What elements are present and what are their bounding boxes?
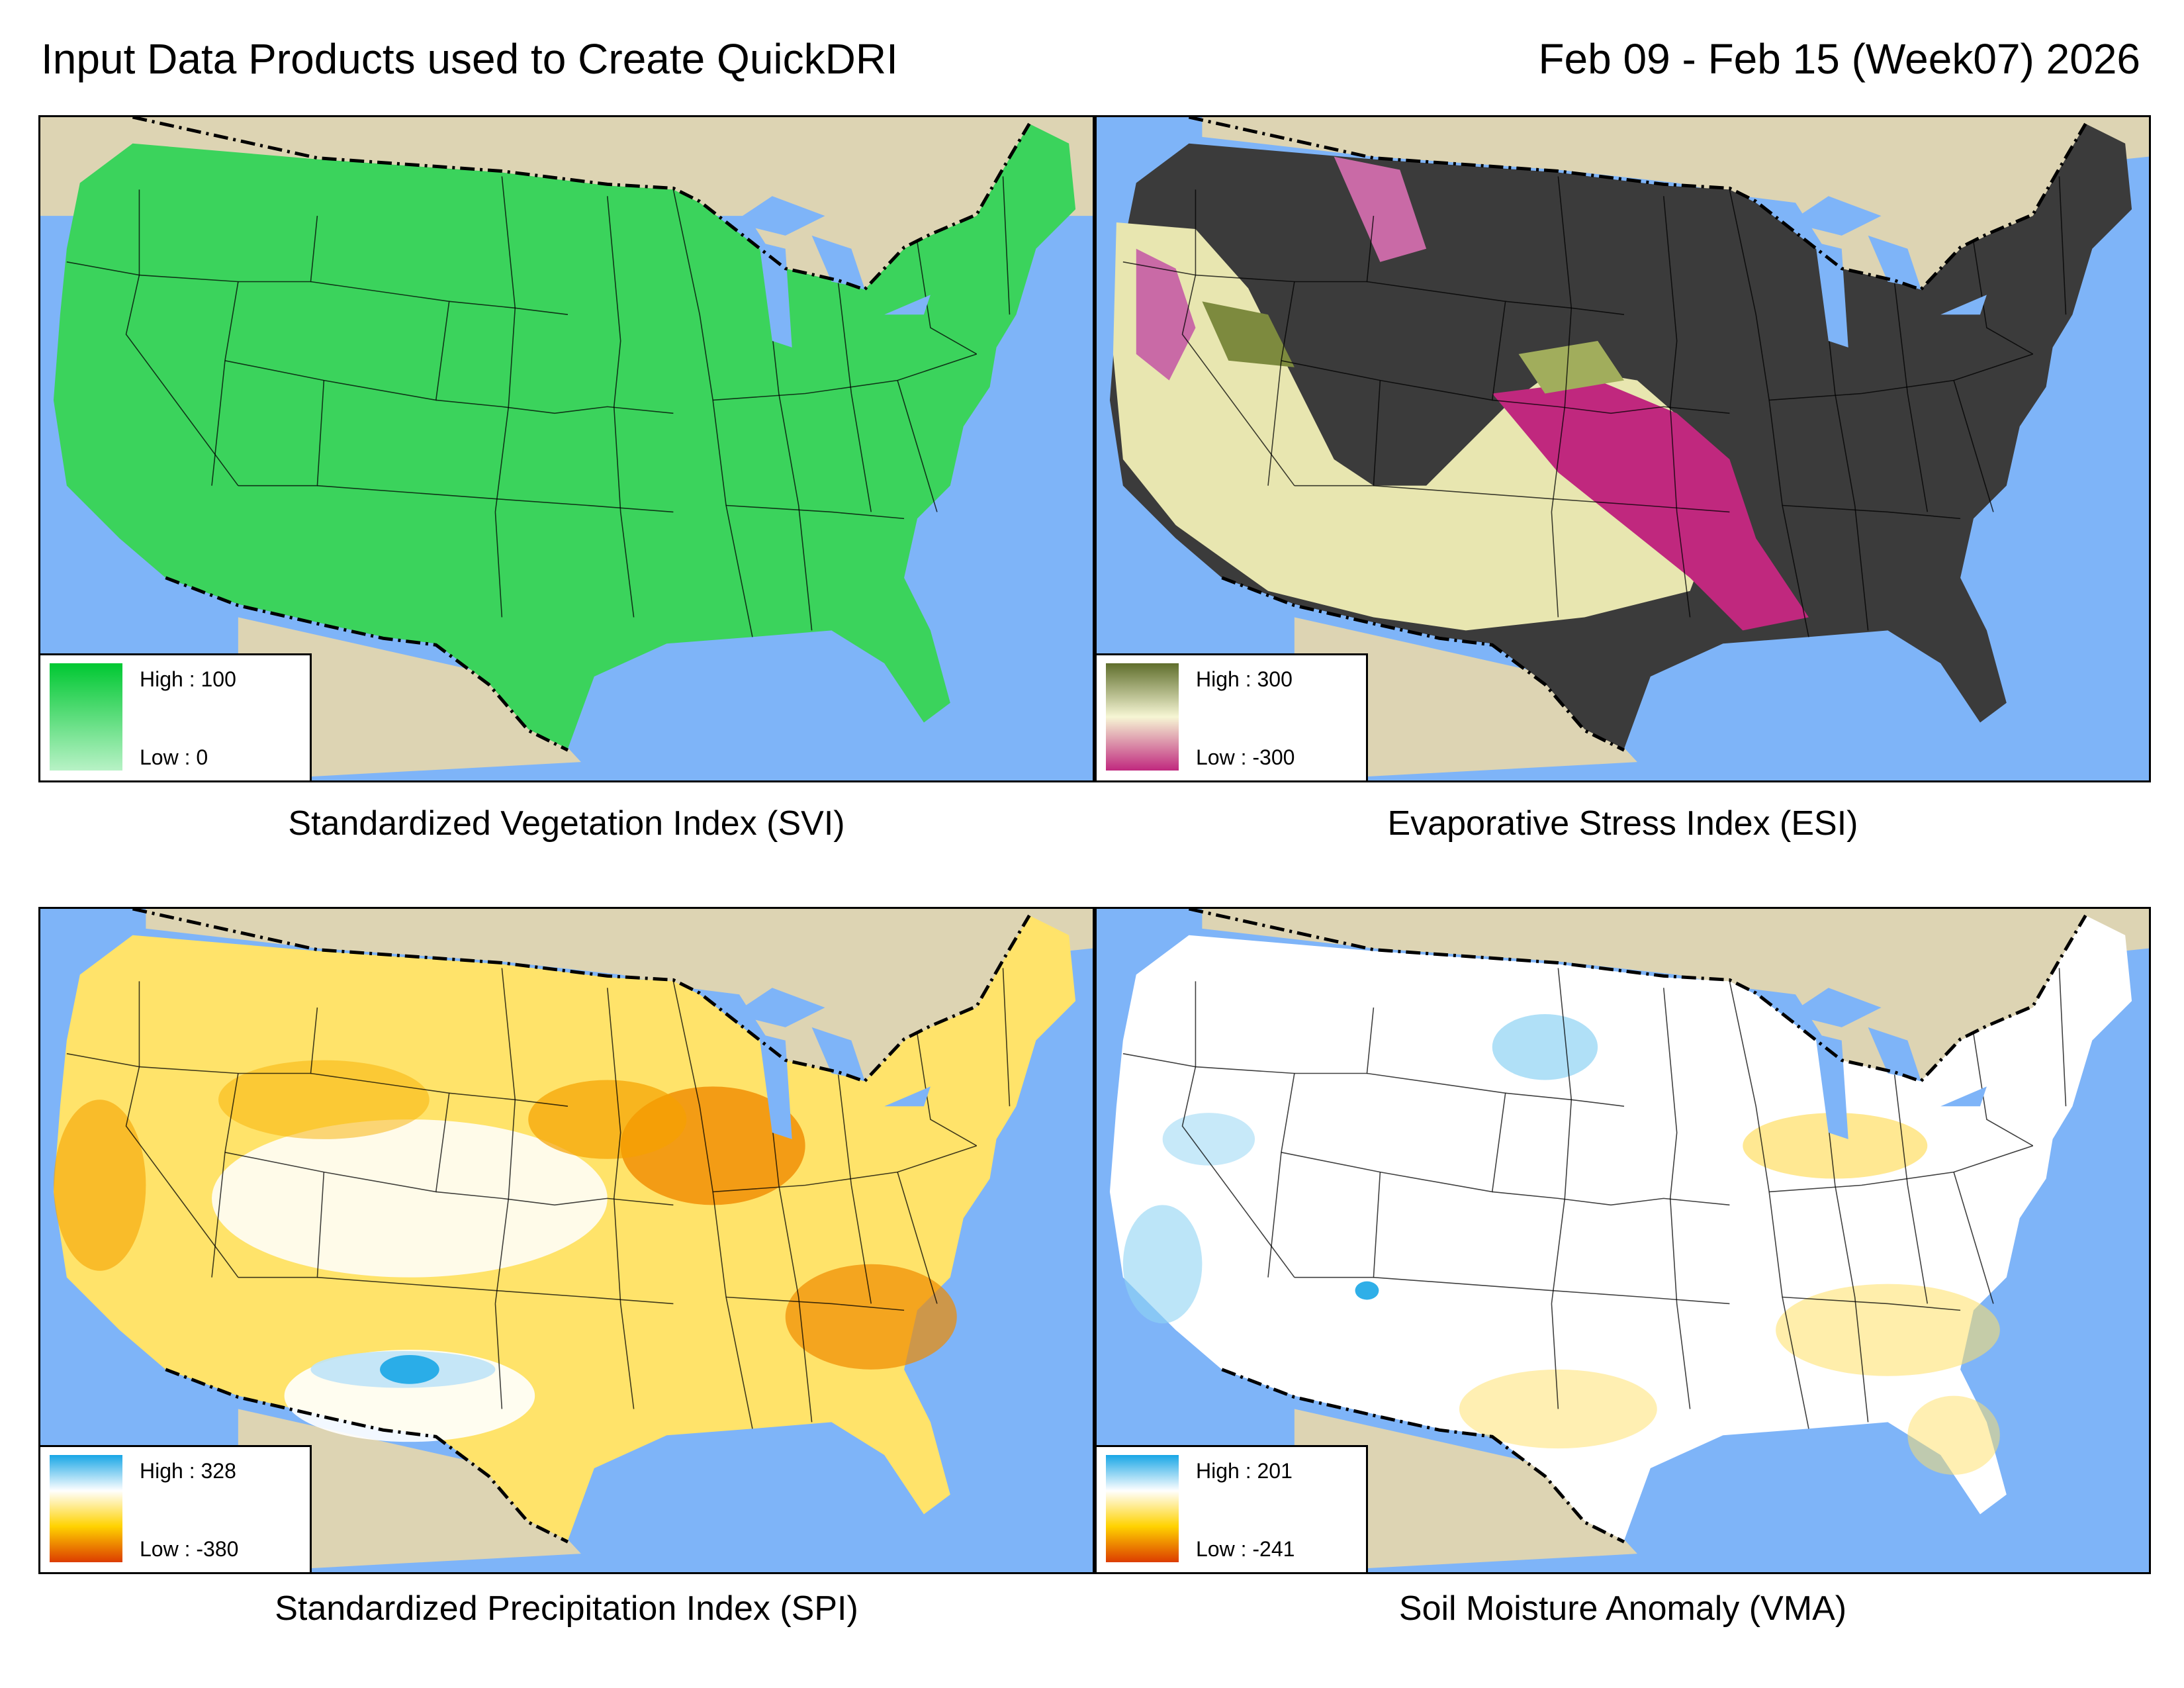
- esi-color-ramp: [1106, 663, 1179, 771]
- intl-border-south: [1221, 576, 1625, 752]
- intl-border-north: [132, 909, 1031, 1084]
- svi-map-panel: High : 100 Low : 0: [38, 115, 1095, 782]
- north-land: [1202, 909, 2149, 1080]
- lake-michigan: [1815, 1033, 1848, 1139]
- vma-caption: Soil Moisture Anomaly (VMA): [1398, 1589, 1847, 1628]
- vma-map: [1109, 909, 2149, 1572]
- esi-legend: High : 300 Low : -300: [1097, 653, 1368, 780]
- svi-legend-low: Low : 0: [140, 745, 208, 769]
- vma-dry-southeast: [1776, 1284, 2000, 1376]
- lake-erie: [884, 295, 931, 315]
- mexico-land: [1294, 1409, 1637, 1572]
- north-land: [1202, 117, 2149, 289]
- intl-border-north: [132, 117, 1031, 292]
- mexico-land: [1294, 617, 1637, 780]
- lake-michigan: [1815, 242, 1848, 348]
- intl-border-south: [1221, 1368, 1625, 1544]
- esi-neutral-region: [1113, 222, 1730, 631]
- svi-caption: Standardized Vegetation Index (SVI): [288, 804, 845, 843]
- esi-dry-west: [1136, 248, 1196, 381]
- us-landmass: [1109, 915, 2132, 1541]
- spi-caption: Standardized Precipitation Index (SPI): [275, 1589, 858, 1628]
- spi-legend-high: High : 328: [140, 1459, 236, 1483]
- esi-dry-north: [1334, 156, 1427, 262]
- north-land: [146, 909, 1093, 1080]
- svi-legend-high: High : 100: [140, 667, 236, 691]
- esi-map: [1109, 117, 2149, 780]
- lake-michigan: [758, 1033, 792, 1139]
- date-range: Feb 09 - Feb 15 (Week07) 2026: [1538, 35, 2140, 83]
- us-landmass: [53, 123, 1076, 749]
- spi-dry-iowa: [528, 1080, 687, 1159]
- lake-superior: [1789, 196, 1882, 236]
- page-title: Input Data Products used to Create Quick…: [41, 35, 898, 83]
- spi-dry-rockies: [218, 1060, 430, 1139]
- spi-map: [53, 909, 1093, 1572]
- lake-huron: [1868, 235, 1921, 289]
- vma-dry-ohio-valley: [1743, 1113, 1928, 1179]
- lake-superior: [733, 196, 825, 236]
- mexico-land: [238, 617, 581, 780]
- vma-wet-california: [1122, 1205, 1203, 1324]
- lake-superior: [733, 988, 825, 1027]
- vma-wet-dakotas: [1492, 1014, 1598, 1080]
- lake-huron: [811, 1027, 865, 1080]
- spi-wet-core: [380, 1354, 439, 1384]
- spi-map-panel: High : 328 Low : -380: [38, 907, 1095, 1574]
- intl-border-south: [165, 576, 569, 752]
- state-boundaries: [66, 176, 1011, 637]
- vma-legend-low: Low : -241: [1196, 1537, 1295, 1561]
- vma-wet-arizona: [1355, 1281, 1379, 1300]
- vma-anomaly-regions: [1122, 1014, 2000, 1475]
- lake-michigan: [758, 242, 792, 348]
- spi-dry-southeast: [785, 1264, 957, 1370]
- spi-anomaly-regions: [53, 1060, 957, 1442]
- intl-border-north: [1188, 909, 2087, 1084]
- vma-color-ramp: [1106, 1455, 1179, 1562]
- lake-huron: [811, 235, 865, 289]
- vma-dry-florida: [1907, 1395, 2000, 1475]
- spi-color-ramp: [50, 1455, 122, 1562]
- esi-caption: Evaporative Stress Index (ESI): [1387, 804, 1858, 843]
- intl-border-north: [1188, 117, 2087, 292]
- lake-superior: [1789, 988, 1882, 1027]
- vma-wet-nevada: [1162, 1113, 1255, 1166]
- spi-dry-california: [53, 1100, 146, 1271]
- svi-legend: High : 100 Low : 0: [40, 653, 312, 780]
- esi-legend-low: Low : -300: [1196, 745, 1295, 769]
- esi-legend-high: High : 300: [1196, 667, 1293, 691]
- spi-legend-low: Low : -380: [140, 1537, 239, 1561]
- vma-map-panel: High : 201 Low : -241: [1095, 907, 2151, 1574]
- spi-legend: High : 328 Low : -380: [40, 1445, 312, 1572]
- intl-border-south: [165, 1368, 569, 1544]
- vma-legend: High : 201 Low : -241: [1097, 1445, 1368, 1572]
- esi-wet-plains: [1518, 340, 1624, 394]
- esi-map-panel: High : 300 Low : -300: [1095, 115, 2151, 782]
- north-land: [146, 117, 1093, 289]
- esi-wet-basin: [1202, 301, 1295, 367]
- state-boundaries: [1122, 968, 2067, 1429]
- lake-huron: [1868, 1027, 1921, 1080]
- state-boundaries: [66, 968, 1011, 1429]
- mexico-land: [238, 1409, 581, 1572]
- state-boundaries: [1122, 176, 2067, 637]
- vma-legend-high: High : 201: [1196, 1459, 1293, 1483]
- svi-color-ramp: [50, 663, 122, 771]
- spi-near-normal-plains: [212, 1119, 608, 1278]
- svi-map: [40, 117, 1093, 780]
